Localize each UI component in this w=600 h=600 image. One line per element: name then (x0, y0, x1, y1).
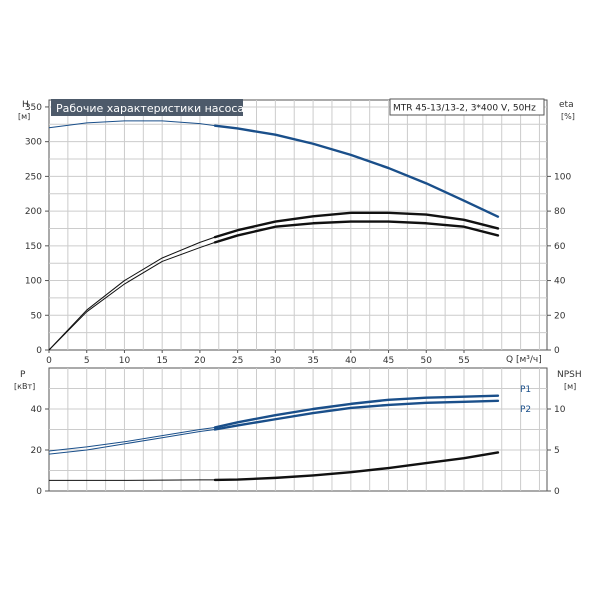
y-tick-label: 20 (31, 446, 43, 456)
x-tick-label: 35 (307, 356, 318, 366)
series-NPSH-thick (213, 451, 500, 482)
upper-series (48, 120, 500, 351)
y-tick-label: 250 (25, 172, 42, 182)
lower-series (48, 394, 500, 482)
q-axis-label: Q [м³/ч] (506, 355, 542, 365)
y-right-tick-label: 40 (554, 277, 566, 287)
series-P1-thick (213, 394, 500, 429)
series-P2-thin (48, 429, 216, 455)
y-tick-label: 150 (25, 242, 42, 252)
x-tick-label: 45 (383, 356, 394, 366)
y-right-tick-label: 5 (554, 446, 560, 456)
series-P2-thick (213, 399, 500, 431)
eta-axis-label: eta (559, 100, 574, 110)
y-tick-label: 50 (31, 311, 43, 321)
p-axis-label: P (20, 370, 26, 380)
y-right-tick-label: 60 (554, 242, 566, 252)
y-right-tick-label: 20 (554, 311, 566, 321)
series-H_curve-thick (213, 124, 500, 218)
x-tick-label: 55 (458, 356, 469, 366)
p-axis-unit: [кВт] (14, 382, 35, 391)
series-label-p2: P2 (520, 405, 531, 415)
chart-title: Рабочие характеристики насоса (56, 102, 244, 115)
series-eta_inner-thick (213, 220, 500, 244)
series-eta_inner-thin (48, 241, 216, 351)
eta-axis-unit: [%] (561, 112, 575, 121)
x-tick-label: 40 (345, 356, 357, 366)
upper-grid (48, 99, 548, 351)
x-tick-label: 20 (194, 356, 206, 366)
x-tick-label: 5 (84, 356, 90, 366)
x-tick-label: 30 (270, 356, 282, 366)
y-tick-label: 100 (25, 277, 42, 287)
x-tick-label: 25 (232, 356, 243, 366)
series-eta_outer-thick (213, 211, 500, 239)
y-right-tick-label: 80 (554, 207, 566, 217)
h-axis-label: H (22, 100, 29, 110)
npsh-axis-label: NPSH (557, 370, 582, 380)
y-right-tick-label: 10 (554, 405, 566, 415)
pump-info: MTR 45-13/13-2, 3*400 V, 50Hz (393, 104, 536, 114)
x-tick-label: 15 (156, 356, 167, 366)
series-eta_outer-thin (48, 236, 216, 351)
y-tick-label: 0 (36, 487, 42, 497)
h-axis-unit: [м] (18, 112, 30, 121)
chart-title-box (51, 99, 243, 116)
y-right-tick-label: 0 (554, 346, 560, 356)
y-tick-label: 40 (31, 405, 43, 415)
series-H_curve-thin (48, 120, 216, 129)
x-tick-label: 0 (46, 356, 52, 366)
upper-ticks: 0 50 100 150 200 250 300 350 0 20 40 60 80 100 0 5 10 15 2… (25, 103, 572, 366)
series-label-p1: P1 (520, 385, 531, 395)
pump-info-box (389, 98, 545, 116)
series-P1-thin (48, 426, 216, 452)
lower-grid (48, 367, 548, 492)
lower-ticks: 0 20 40 0 5 10 (31, 405, 566, 497)
y-tick-label: 300 (25, 138, 42, 148)
y-right-tick-label: 0 (554, 487, 560, 497)
y-tick-label: 0 (36, 346, 42, 356)
npsh-axis-unit: [м] (564, 382, 576, 391)
y-tick-label: 350 (25, 103, 42, 113)
y-tick-label: 200 (25, 207, 42, 217)
y-right-tick-label: 100 (554, 172, 571, 182)
x-tick-label: 10 (119, 356, 131, 366)
x-tick-label: 50 (421, 356, 433, 366)
